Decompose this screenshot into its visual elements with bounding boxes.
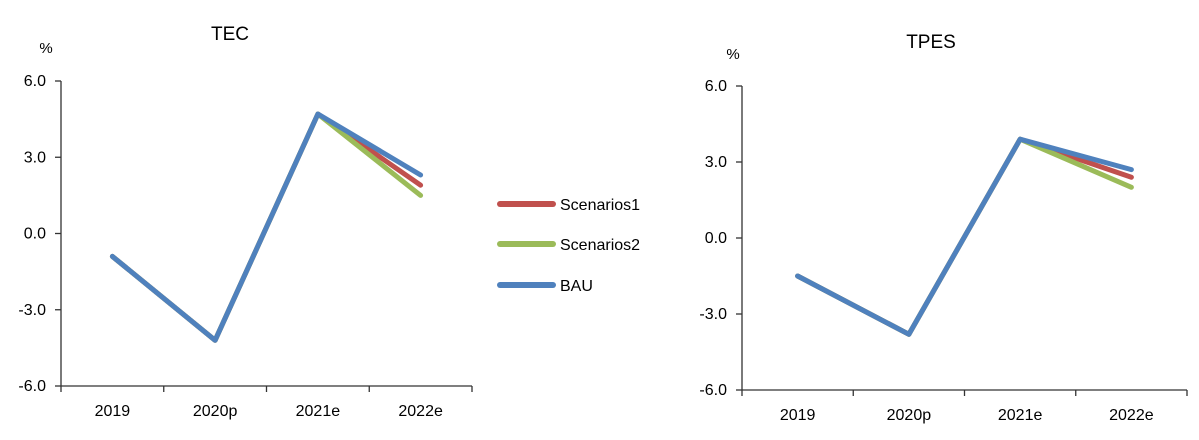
tpes-x-tick-label: 2019	[780, 407, 816, 424]
tec-y-tick-label: 6.0	[24, 73, 46, 90]
tec-x-tick-label: 2022e	[398, 403, 443, 420]
tpes-y-tick-label: 0.0	[705, 230, 727, 247]
tpes-y-tick-label: -3.0	[699, 306, 727, 323]
tpes-y-unit-label: %	[726, 46, 739, 63]
tec-chart: TEC% 6.0 3.0 0.0 -3.0 -6.0 2019 2020p 2021e 2022e	[18, 24, 473, 420]
tec-y-tick-label: 0.0	[24, 226, 46, 243]
tpes-x-tick-label: 2022e	[1109, 407, 1154, 424]
tpes-x-tick-label: 2020p	[887, 407, 932, 424]
tec-x-tick-label: 2021e	[296, 403, 341, 420]
tec-y-unit-label: %	[39, 40, 52, 57]
tec-series-line-bau	[109, 111, 424, 343]
tec-y-tick-label: -6.0	[18, 378, 46, 395]
tec-y-tick-label: -3.0	[18, 302, 46, 319]
tpes-y-tick-label: 3.0	[705, 154, 727, 171]
tpes-chart-title: TPES	[906, 32, 956, 53]
tpes-chart: TPES% 6.0 3.0 0.0 -3.0 -6.0 2019 2020p 2021e 2022…	[699, 32, 1188, 424]
tec-x-tick-label: 2020p	[193, 403, 238, 420]
legend-label-scenarios1: Scenarios1	[560, 197, 640, 214]
tec-x-tick-label: 2019	[95, 403, 131, 420]
tpes-y-tick-label: 6.0	[705, 78, 727, 95]
tec-y-tick-label: 3.0	[24, 149, 46, 166]
legend-label-scenarios2: Scenarios2	[560, 237, 640, 254]
tpes-y-tick-label: -6.0	[699, 382, 727, 399]
legend: Scenarios1 Scenarios2 BAU	[497, 197, 640, 295]
tec-chart-title: TEC	[211, 24, 249, 45]
tpes-x-tick-label: 2021e	[998, 407, 1043, 424]
tpes-series-line-bau	[795, 136, 1134, 337]
legend-label-bau: BAU	[560, 278, 593, 295]
